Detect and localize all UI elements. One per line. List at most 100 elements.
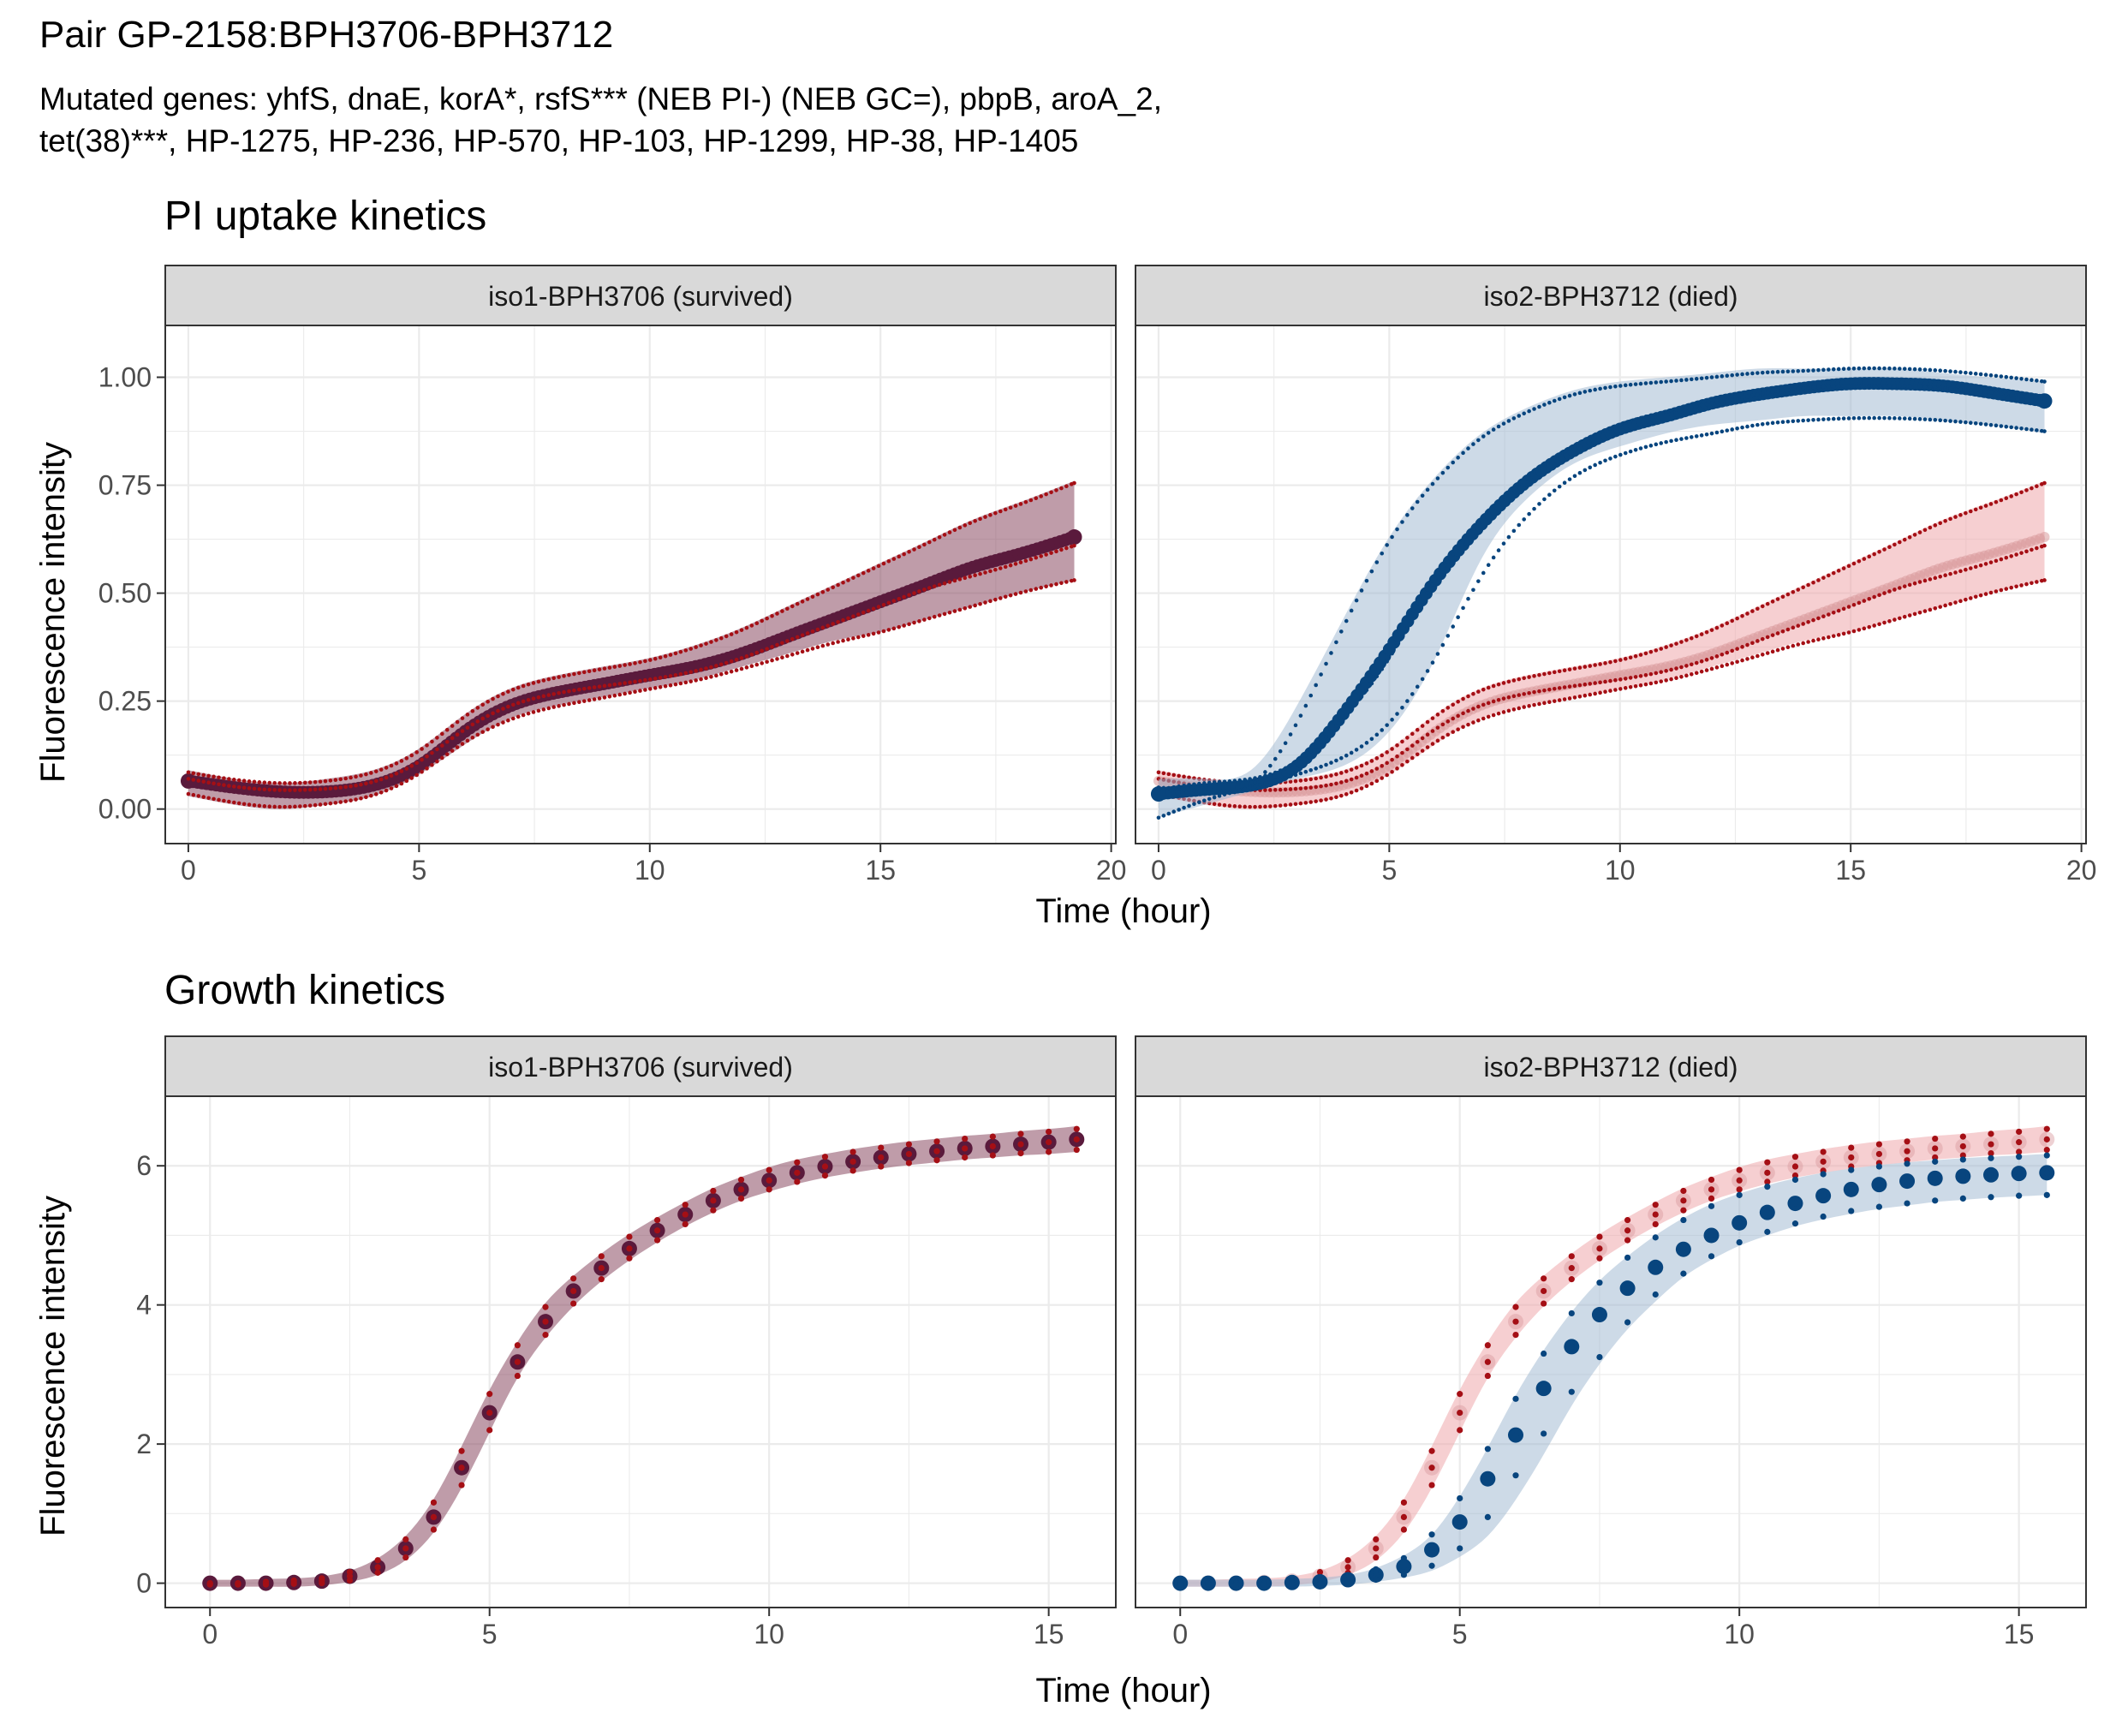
replicate-point bbox=[354, 774, 358, 779]
replicate-point bbox=[1072, 480, 1076, 486]
replicate-point bbox=[1730, 373, 1735, 378]
replicate-point bbox=[1801, 385, 1805, 391]
replicate-point bbox=[1831, 570, 1836, 576]
replicate-point bbox=[602, 666, 607, 671]
panel-border bbox=[164, 325, 1117, 844]
replicate-point bbox=[1217, 779, 1222, 784]
replicate-point bbox=[1501, 681, 1506, 685]
replicate-point bbox=[749, 664, 754, 669]
replicate-point bbox=[1608, 427, 1612, 431]
replicate-point bbox=[1623, 450, 1628, 456]
replicate-point bbox=[1420, 736, 1425, 741]
replicate-point bbox=[1704, 658, 1709, 662]
replicate-point bbox=[1232, 804, 1237, 808]
replicate-point bbox=[963, 523, 968, 528]
replicate-point bbox=[298, 804, 302, 808]
replicate-point bbox=[1694, 660, 1699, 665]
replicate-point bbox=[633, 679, 637, 684]
replicate-point bbox=[1567, 696, 1572, 701]
replicate-point bbox=[1308, 768, 1314, 773]
replicate-point bbox=[1973, 564, 1978, 570]
replicate-point bbox=[2042, 480, 2047, 486]
replicate-point bbox=[1547, 492, 1552, 498]
replicate-point bbox=[973, 518, 977, 523]
replicate-point bbox=[1319, 775, 1323, 780]
replicate-point bbox=[1765, 651, 1770, 655]
replicate-point bbox=[435, 747, 439, 752]
replicate-point bbox=[1652, 1211, 1659, 1218]
replicate-point bbox=[1821, 636, 1826, 641]
replicate-point bbox=[1867, 366, 1872, 371]
replicate-point bbox=[1740, 425, 1744, 430]
grid-lines bbox=[1135, 325, 2086, 844]
replicate-point bbox=[1547, 400, 1552, 405]
replicate-point bbox=[1512, 1303, 1519, 1310]
replicate-point bbox=[1568, 1388, 1575, 1395]
replicate-point bbox=[1568, 1253, 1575, 1260]
replicate-point bbox=[1359, 744, 1364, 749]
replicate-point bbox=[638, 659, 642, 665]
replicate-point bbox=[1978, 593, 1983, 598]
replicate-point bbox=[567, 689, 571, 694]
replicate-point bbox=[577, 700, 581, 705]
replicate-point bbox=[1904, 1178, 1910, 1184]
replicate-point bbox=[470, 735, 475, 740]
replicate-point bbox=[1512, 1395, 1519, 1402]
replicate-point bbox=[1471, 442, 1475, 446]
replicate-point bbox=[1445, 559, 1451, 564]
replicate-point bbox=[1491, 713, 1496, 718]
replicate-point bbox=[1577, 695, 1583, 699]
growth-section-title: Growth kinetics bbox=[164, 968, 445, 1013]
replicate-point bbox=[1714, 654, 1720, 659]
replicate-point bbox=[1736, 1220, 1743, 1226]
replicate-point bbox=[1988, 1194, 1994, 1201]
replicate-point bbox=[1613, 454, 1618, 459]
replicate-point bbox=[1862, 599, 1867, 603]
replicate-point bbox=[1664, 669, 1668, 673]
replicate-point bbox=[318, 802, 323, 807]
replicate-point bbox=[1973, 594, 1978, 600]
replicate-point bbox=[1791, 387, 1796, 391]
replicate-point bbox=[1314, 767, 1318, 771]
replicate-point bbox=[1736, 1166, 1743, 1173]
replicate-point bbox=[704, 641, 708, 646]
replicate-point bbox=[710, 1207, 717, 1214]
replicate-point bbox=[737, 1195, 745, 1202]
replicate-point bbox=[1298, 801, 1303, 806]
replicate-point bbox=[1552, 488, 1557, 493]
replicate-point bbox=[277, 781, 282, 785]
replicate-point bbox=[1811, 368, 1815, 373]
replicate-point bbox=[1207, 796, 1212, 802]
replicate-point bbox=[1928, 367, 1933, 373]
replicate-point bbox=[1796, 386, 1801, 391]
replicate-point bbox=[2035, 580, 2039, 584]
replicate-point bbox=[1983, 504, 1988, 508]
replicate-point bbox=[1197, 800, 1201, 805]
replicate-point bbox=[1848, 1208, 1855, 1214]
replicate-point bbox=[1775, 420, 1780, 425]
replicate-point bbox=[957, 577, 963, 582]
replicate-point bbox=[1730, 618, 1735, 623]
replicate-point bbox=[1593, 663, 1597, 667]
pi-panel-died: iso2-BPH3712 (died)0 5 10 15 20 bbox=[1135, 265, 2096, 886]
replicate-point bbox=[1760, 421, 1765, 427]
replicate-point bbox=[369, 771, 373, 775]
replicate-point bbox=[394, 771, 399, 776]
replicate-point bbox=[2004, 555, 2009, 560]
replicate-point bbox=[821, 1154, 829, 1160]
replicate-point bbox=[907, 593, 911, 598]
replicate-point bbox=[673, 682, 678, 687]
replicate-point bbox=[683, 671, 688, 676]
replicate-point bbox=[881, 602, 886, 607]
replicate-point bbox=[1349, 767, 1354, 772]
replicate-point bbox=[1385, 773, 1389, 778]
replicate-point bbox=[1491, 427, 1496, 432]
replicate-point bbox=[1928, 607, 1933, 612]
replicate-point bbox=[1725, 621, 1730, 626]
replicate-point bbox=[425, 754, 429, 759]
replicate-point bbox=[1851, 629, 1857, 634]
replicate-point bbox=[1572, 474, 1577, 479]
replicate-point bbox=[1988, 1154, 1994, 1161]
replicate-point bbox=[1410, 743, 1415, 748]
replicate-point bbox=[414, 750, 419, 755]
